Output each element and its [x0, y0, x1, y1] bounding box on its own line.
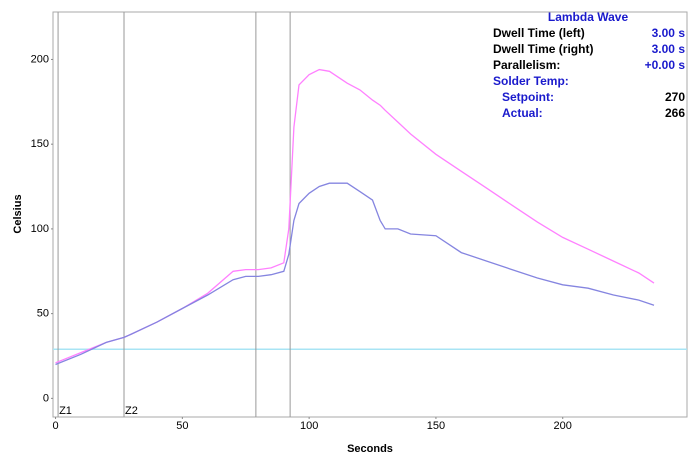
panel-title: Lambda Wave — [548, 10, 629, 24]
panel-label: Actual: — [502, 106, 543, 120]
panel-value: 266 — [665, 106, 685, 120]
x-axis-label: Seconds — [347, 443, 393, 455]
y-tick-label: 150 — [31, 138, 49, 150]
x-tick-label: 200 — [554, 420, 572, 432]
zone-label: Z1 — [59, 405, 72, 417]
y-tick-label: 100 — [31, 223, 49, 235]
panel-label: Dwell Time (right) — [493, 42, 593, 56]
panel-label: Solder Temp: — [493, 74, 569, 88]
y-axis-label: Celsius — [12, 194, 24, 233]
info-panel: Lambda Wave Dwell Time (left) 3.00 s Dwe… — [493, 10, 685, 120]
x-tick-label: 50 — [176, 420, 188, 432]
panel-value: 3.00 s — [652, 26, 686, 40]
panel-label: Dwell Time (left) — [493, 26, 585, 40]
y-tick-label: 0 — [43, 392, 49, 404]
panel-value: 3.00 s — [652, 42, 686, 56]
panel-label: Parallelism: — [493, 58, 560, 72]
y-tick-label: 200 — [31, 53, 49, 65]
y-tick-label: 50 — [37, 308, 49, 320]
x-tick-label: 100 — [300, 420, 318, 432]
x-tick-label: 0 — [52, 420, 58, 432]
panel-value: 270 — [665, 90, 685, 104]
zone-label: Z2 — [125, 405, 138, 417]
series-line — [55, 68, 655, 364]
x-tick-label: 150 — [427, 420, 445, 432]
plot-frame — [52, 11, 688, 418]
panel-label: Setpoint: — [502, 90, 554, 104]
panel-value: +0.00 s — [645, 58, 686, 72]
series-line — [55, 182, 655, 366]
